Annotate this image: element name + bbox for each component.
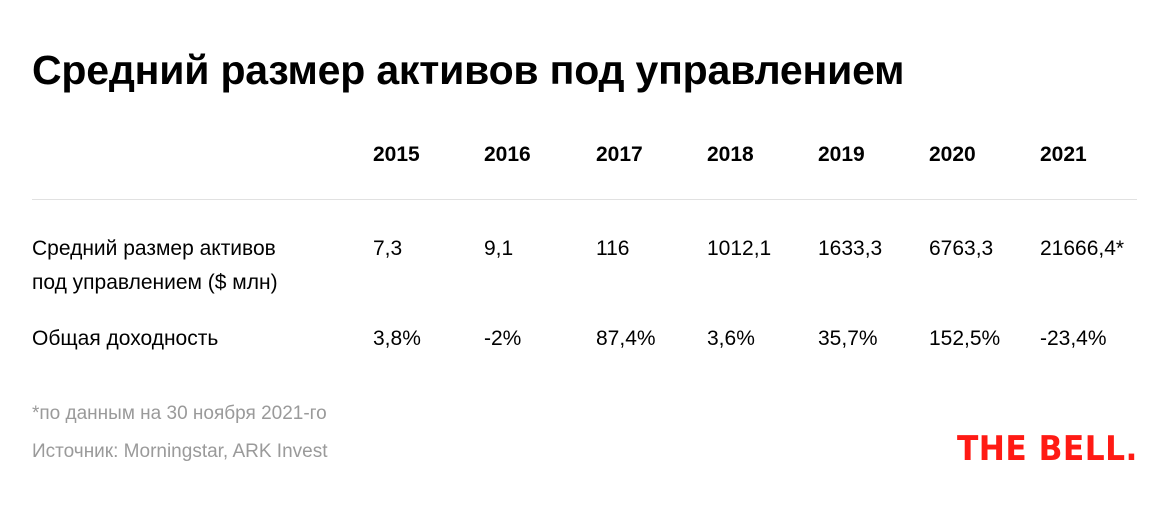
table-cell: 3,8% (373, 327, 421, 350)
table-cell: -2% (484, 327, 522, 350)
year-header: 2017 (596, 143, 643, 166)
the-bell-logo: THE BELL. (957, 429, 1138, 469)
year-header: 2016 (484, 143, 531, 166)
table-cell: 9,1 (484, 237, 514, 260)
table-cell: 116 (596, 237, 630, 260)
table-cell: 3,6% (707, 327, 755, 350)
year-header: 2018 (707, 143, 754, 166)
table-cell: 1633,3 (818, 237, 883, 260)
source-note: Источник: Morningstar, ARK Invest (32, 441, 328, 462)
year-header: 2020 (929, 143, 976, 166)
header-divider (32, 199, 1137, 200)
row-label-assets-line2: под управлением ($ млн) (32, 271, 278, 294)
table-cell: -23,4% (1040, 327, 1107, 350)
table-cell: 6763,3 (929, 237, 994, 260)
row-label-return: Общая доходность (32, 327, 219, 350)
year-header: 2015 (373, 143, 420, 166)
table-cell: 35,7% (818, 327, 878, 350)
table-cell: 1012,1 (707, 237, 772, 260)
table-cell: 87,4% (596, 327, 656, 350)
footnote: *по данным на 30 ноября 2021-го (32, 403, 327, 424)
table-cell: 7,3 (373, 237, 403, 260)
table-cell: 152,5% (929, 327, 1001, 350)
year-header: 2019 (818, 143, 865, 166)
year-header: 2021 (1040, 143, 1087, 166)
table-cell: 21666,4* (1040, 237, 1125, 260)
row-label-assets-line1: Средний размер активов (32, 237, 276, 260)
chart-title: Средний размер активов под управлением (32, 47, 905, 93)
